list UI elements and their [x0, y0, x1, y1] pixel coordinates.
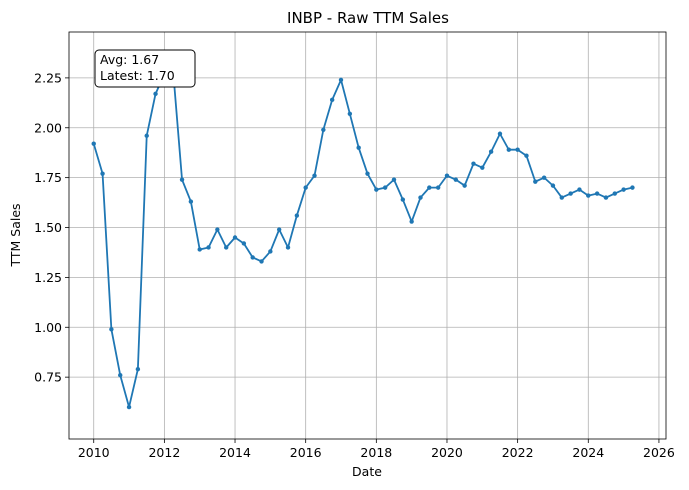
data-point [312, 173, 317, 178]
data-point [497, 131, 503, 136]
data-point [232, 235, 238, 240]
data-point [179, 177, 185, 182]
x-tick-label: 2016 [290, 445, 322, 460]
annotation-box: Avg: 1.67 Latest: 1.70 [94, 49, 196, 88]
data-point [391, 177, 397, 182]
plot-frame [68, 31, 667, 440]
data-point [100, 171, 105, 176]
data-point [533, 179, 538, 184]
data-point [374, 187, 379, 192]
data-point [321, 127, 326, 132]
x-tick-label: 2018 [360, 445, 392, 460]
data-point [418, 195, 423, 200]
data-point [462, 183, 467, 188]
data-point [294, 213, 300, 218]
data-point [135, 366, 141, 372]
data-point [259, 259, 264, 264]
data-point [241, 241, 247, 246]
data-point [91, 141, 96, 146]
y-axis-label: TTM Sales [8, 203, 23, 267]
y-tick-label: 1.00 [34, 320, 62, 335]
annotation-frame [94, 49, 196, 88]
data-point [506, 147, 512, 152]
data-points [91, 69, 635, 410]
chart-title: INBP - Raw TTM Sales [287, 9, 449, 27]
data-point [144, 133, 149, 138]
data-point [188, 199, 194, 204]
data-point [444, 173, 450, 178]
x-axis: 2010 2012 2014 2016 2018 2020 2022 2024 2026 [78, 439, 675, 460]
data-point [223, 245, 229, 250]
data-point [586, 193, 591, 198]
y-axis: 0.75 1.00 1.25 1.50 1.75 2.00 2.25 [34, 70, 69, 385]
y-tick-label: 2.00 [34, 120, 62, 135]
data-point [541, 175, 547, 180]
x-axis-label: Date [352, 464, 382, 479]
x-tick-label: 2022 [502, 445, 534, 460]
data-point [524, 153, 529, 158]
data-point [118, 372, 123, 378]
data-point [153, 91, 158, 97]
data-point [250, 255, 255, 260]
data-point [594, 191, 600, 196]
y-tick-label: 0.75 [34, 370, 62, 385]
data-point [365, 171, 370, 176]
data-point [268, 249, 273, 254]
data-point [285, 245, 291, 250]
data-point [612, 191, 617, 196]
data-point [409, 219, 414, 224]
data-point [488, 149, 494, 154]
y-tick-label: 1.75 [34, 170, 62, 185]
data-point [603, 195, 609, 200]
data-point [453, 177, 459, 182]
annotation-avg: Avg: 1.67 [100, 52, 159, 67]
x-tick-label: 2012 [148, 445, 180, 460]
data-point [630, 185, 635, 190]
data-point [109, 327, 114, 332]
data-point [329, 97, 335, 103]
data-point [515, 147, 520, 152]
x-tick-label: 2014 [219, 445, 251, 460]
data-point [338, 77, 344, 83]
x-tick-label: 2026 [643, 445, 675, 460]
data-point [276, 227, 282, 232]
data-point [206, 245, 211, 250]
data-point [427, 185, 432, 190]
series-line [92, 71, 633, 408]
x-tick-label: 2020 [431, 445, 463, 460]
y-tick-label: 2.25 [34, 70, 62, 85]
data-point [215, 227, 220, 232]
annotation-latest: Latest: 1.70 [100, 68, 175, 83]
data-point [568, 191, 573, 196]
data-point [126, 404, 132, 410]
data-point [621, 187, 626, 192]
data-point [559, 195, 564, 200]
data-point [480, 165, 485, 170]
grid [69, 32, 666, 439]
data-point [382, 185, 388, 190]
data-point [347, 111, 353, 116]
data-point [550, 183, 556, 188]
x-tick-label: 2024 [572, 445, 604, 460]
data-point [577, 187, 582, 192]
data-point [400, 197, 406, 202]
y-tick-label: 1.25 [34, 270, 62, 285]
data-point [197, 247, 202, 252]
data-point [471, 161, 476, 166]
data-point [435, 185, 441, 190]
y-tick-label: 1.50 [34, 220, 62, 235]
data-point [356, 145, 361, 150]
data-point [303, 185, 308, 190]
x-tick-label: 2010 [78, 445, 110, 460]
